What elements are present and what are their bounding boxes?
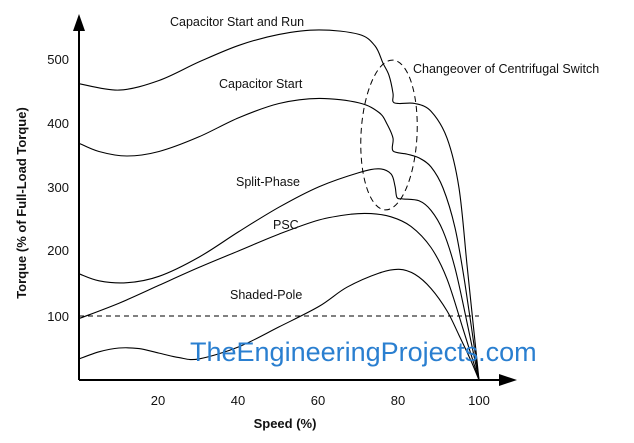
x-axis-arrow <box>499 374 517 386</box>
x-axis-title: Speed (%) <box>254 416 317 431</box>
x-tick-20: 20 <box>151 393 165 408</box>
series-line-capacitor-start <box>78 97 480 381</box>
series-line-capacitor-start-and-run <box>78 29 480 381</box>
x-tick-40: 40 <box>231 393 245 408</box>
x-tick-80: 80 <box>391 393 405 408</box>
series-line-shaded-pole <box>78 268 480 381</box>
series-line-psc <box>78 212 480 381</box>
series-label-shaded-pole: Shaded-Pole <box>230 288 302 302</box>
y-axis-arrow <box>73 14 85 31</box>
changeover-annotation: Changeover of Centrifugal Switch <box>413 62 599 76</box>
series-line-split-phase <box>78 168 480 381</box>
changeover-ellipse <box>360 59 418 211</box>
x-tick-60: 60 <box>311 393 325 408</box>
x-tick-100: 100 <box>468 393 490 408</box>
series-label-capacitor-start-and-run: Capacitor Start and Run <box>170 15 304 29</box>
watermark-text: TheEngineeringProjects.com <box>190 337 537 367</box>
y-tick-200: 200 <box>47 243 69 258</box>
series-label-capacitor-start: Capacitor Start <box>219 77 303 91</box>
y-axis-title: Torque (% of Full-Load Torque) <box>14 107 29 299</box>
y-tick-400: 400 <box>47 116 69 131</box>
y-tick-300: 300 <box>47 180 69 195</box>
series-label-psc: PSC <box>273 218 299 232</box>
y-tick-500: 500 <box>47 52 69 67</box>
y-tick-100: 100 <box>47 309 69 324</box>
series-label-split-phase: Split-Phase <box>236 175 300 189</box>
